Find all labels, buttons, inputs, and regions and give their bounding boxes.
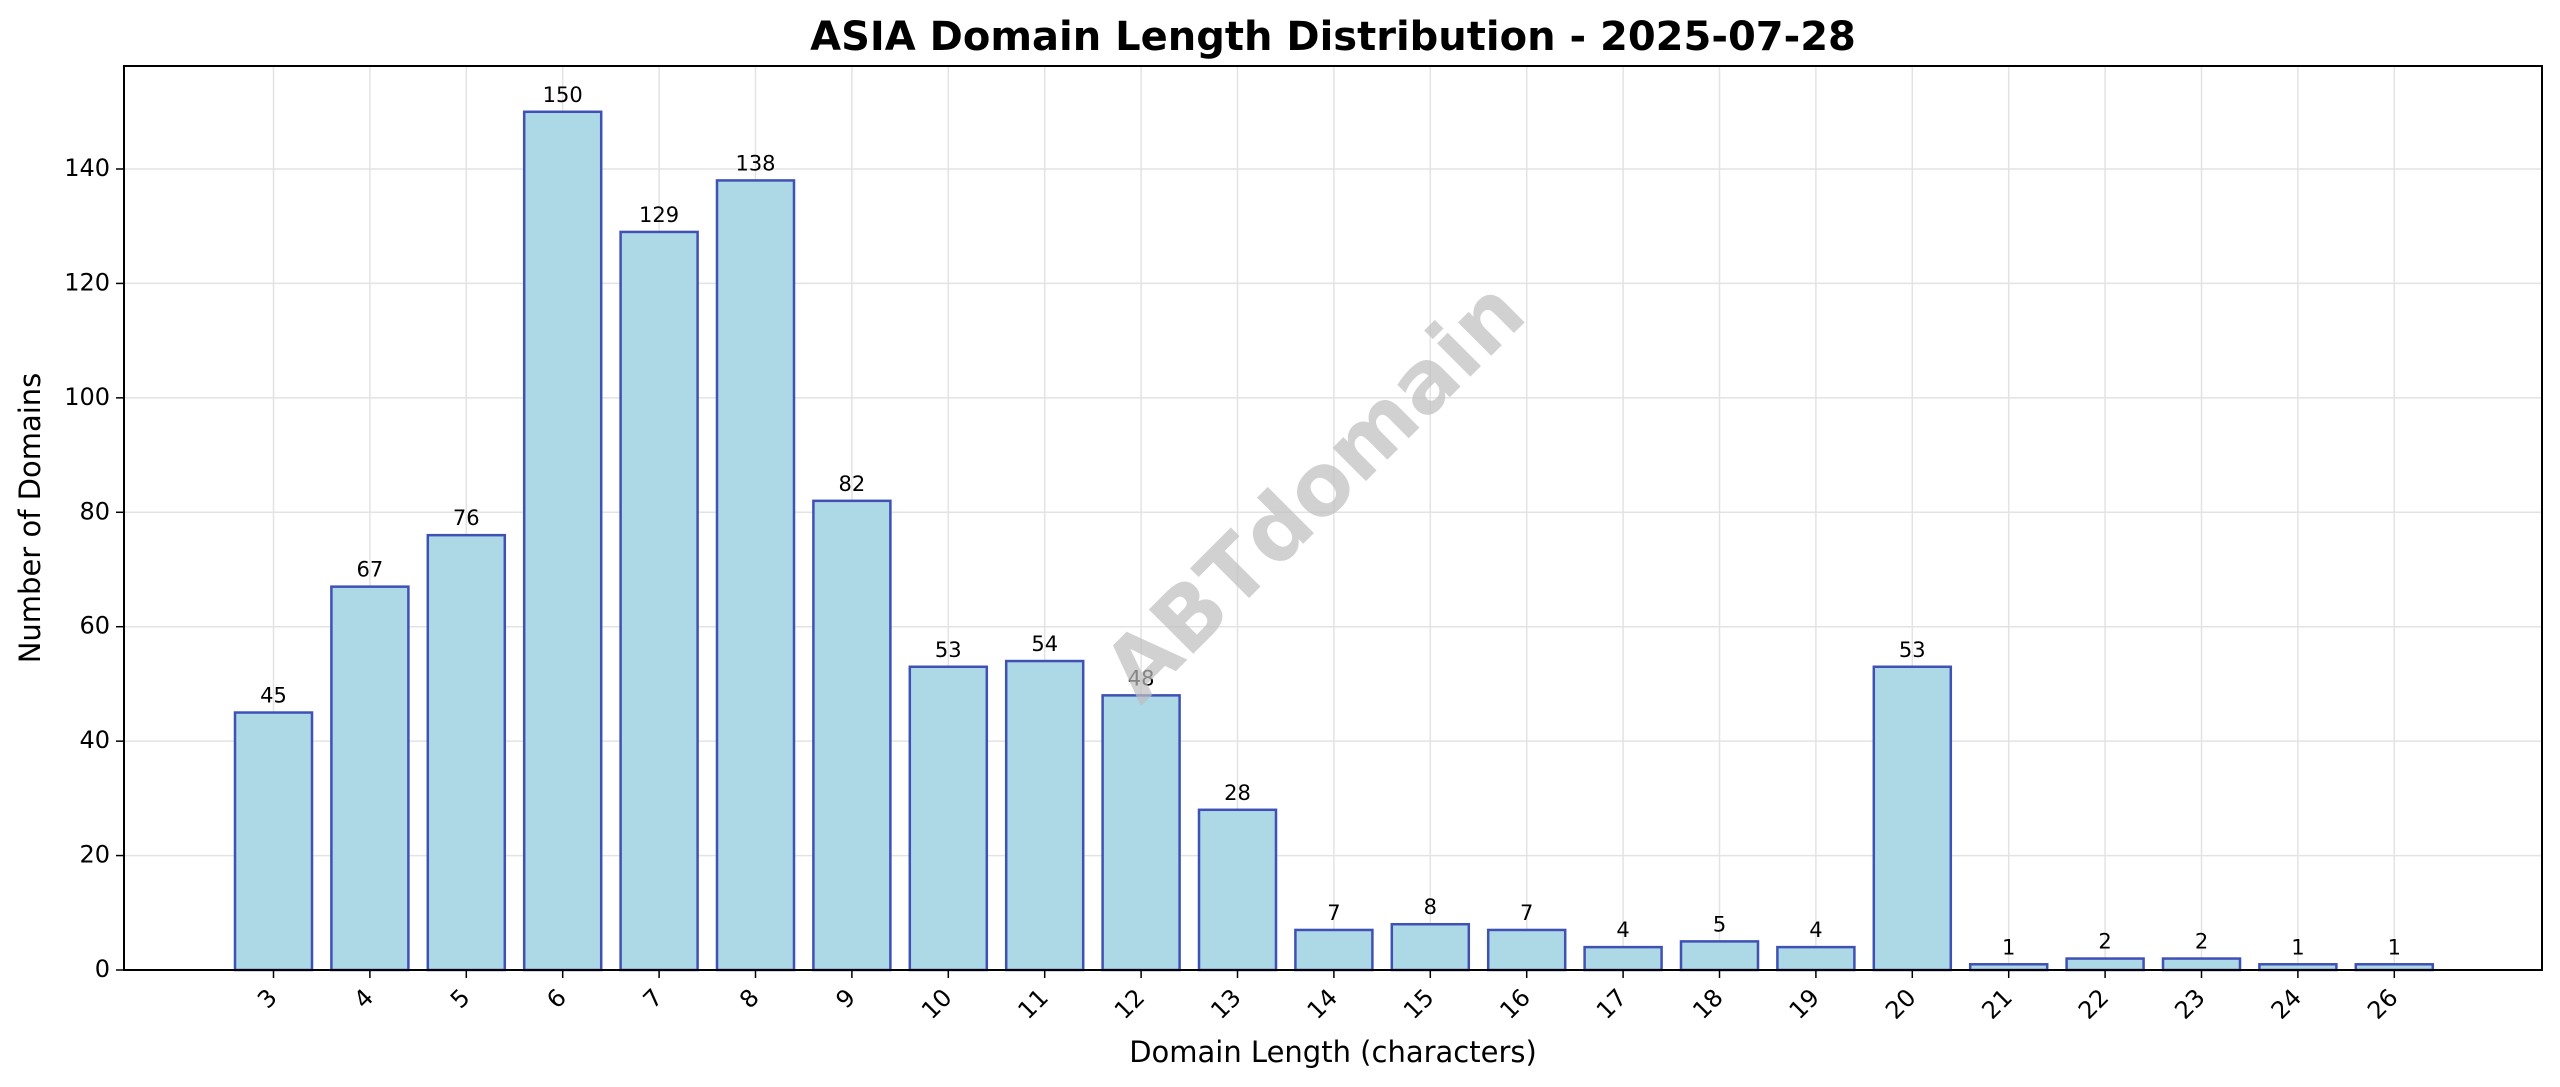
x-tick-label: 22 (2073, 983, 2114, 1024)
x-tick-label: 17 (1591, 983, 1632, 1024)
bar (522, 110, 603, 972)
bar-value-label: 150 (543, 83, 583, 107)
bar (1776, 945, 1856, 972)
bar-value-label: 4 (1616, 918, 1629, 942)
bar-value-label: 82 (839, 472, 866, 496)
x-axis-ticks: 3 4 5 6 7 8 9 10 11 12 13 14 15 16 17 18 19 20 21 22 23 24 26 (252, 970, 2403, 1025)
bar-value-label: 129 (639, 203, 679, 227)
bar-value-label: 2 (2098, 930, 2111, 954)
x-tick-label: 21 (1976, 983, 2017, 1024)
x-tick-label: 14 (1302, 983, 1343, 1024)
x-tick-label: 8 (734, 983, 765, 1014)
plot-frame (123, 65, 2543, 971)
bar (1679, 940, 1760, 972)
bar-value-label: 48 (1128, 666, 1155, 690)
bar (1294, 928, 1374, 972)
bar (1101, 694, 1181, 972)
y-tick-label: 60 (79, 612, 110, 640)
bar (2065, 957, 2145, 972)
y-tick-label: 100 (64, 383, 110, 411)
bar-value-label: 138 (735, 151, 775, 175)
y-axis-ticks: 0 20 40 60 80 100 120 140 (64, 154, 124, 983)
x-tick-label: 23 (2169, 983, 2210, 1024)
bar-value-label: 76 (453, 506, 480, 530)
y-axis-label: Number of Domains (13, 373, 47, 664)
bar-value-label: 54 (1031, 632, 1058, 656)
bar-value-label: 45 (260, 684, 287, 708)
y-tick-label: 40 (79, 726, 110, 754)
x-tick-label: 13 (1205, 983, 1246, 1024)
y-tick-label: 0 (95, 955, 110, 983)
bar (812, 499, 892, 972)
bar (1486, 928, 1567, 972)
x-tick-label: 3 (252, 983, 283, 1014)
x-tick-label: 19 (1784, 983, 1825, 1024)
x-axis-label: Domain Length (characters) (1129, 1035, 1537, 1069)
bar-value-label: 67 (357, 558, 384, 582)
y-tick-label: 120 (64, 268, 110, 296)
x-tick-label: 16 (1494, 983, 1535, 1024)
bar-value-label: 7 (1327, 901, 1340, 925)
bar (1872, 665, 1953, 972)
bar-value-label: 1 (2291, 935, 2304, 959)
bar (330, 585, 410, 972)
x-tick-label: 6 (541, 983, 572, 1014)
bar (233, 711, 314, 972)
bars (233, 110, 2435, 972)
x-tick-label: 12 (1109, 983, 1150, 1024)
x-tick-label: 5 (445, 983, 476, 1014)
watermark: ABTdomain (1085, 262, 1544, 721)
bar-value-label: 53 (1899, 638, 1926, 662)
bar-value-label: 8 (1424, 895, 1437, 919)
bar (1583, 945, 1663, 972)
bar-value-label: 7 (1520, 901, 1533, 925)
x-tick-label: 15 (1398, 983, 1439, 1024)
bar-value-label: 2 (2195, 930, 2208, 954)
bar (619, 230, 699, 972)
x-tick-label: 20 (1880, 983, 1921, 1024)
x-tick-label: 26 (2362, 983, 2403, 1024)
bar (1390, 922, 1471, 972)
x-tick-label: 9 (830, 983, 861, 1014)
bar (1004, 659, 1085, 972)
bar-value-label: 1 (2388, 935, 2401, 959)
x-tick-label: 4 (348, 983, 379, 1014)
bar (2161, 957, 2242, 972)
bar-value-label: 1 (2002, 935, 2015, 959)
bar (1197, 808, 1278, 972)
bar (426, 533, 507, 972)
x-tick-label: 7 (638, 983, 669, 1014)
bar-value-label: 4 (1809, 918, 1822, 942)
bar-value-label: 53 (935, 638, 962, 662)
chart-title: ASIA Domain Length Distribution - 2025-0… (810, 14, 1856, 60)
x-tick-label: 10 (916, 983, 957, 1024)
bar (908, 665, 989, 972)
bar (715, 179, 796, 972)
y-tick-label: 20 (79, 841, 110, 869)
bar-value-label: 28 (1224, 781, 1251, 805)
bar-value-label: 5 (1713, 912, 1726, 936)
x-tick-label: 18 (1687, 983, 1728, 1024)
y-tick-label: 140 (64, 154, 110, 182)
x-tick-label: 24 (2266, 983, 2307, 1024)
x-tick-label: 11 (1012, 983, 1053, 1024)
y-tick-label: 80 (79, 497, 110, 525)
